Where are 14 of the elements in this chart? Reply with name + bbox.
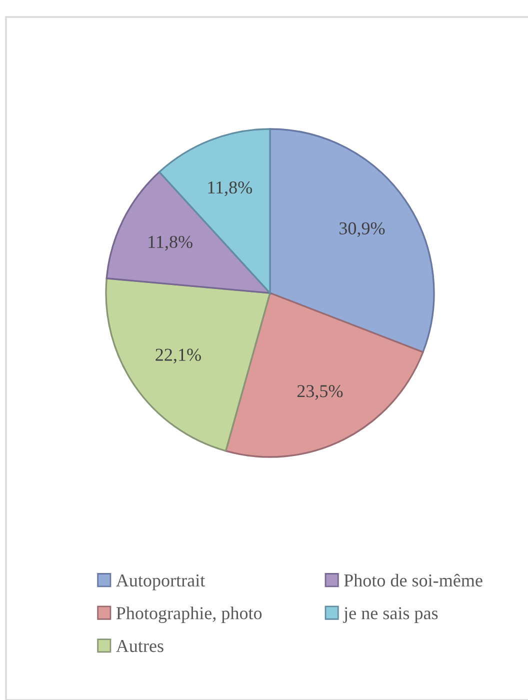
pie-slice: [224, 292, 424, 458]
legend-label: Autres: [116, 640, 164, 652]
legend-label: Autoportrait: [116, 574, 206, 590]
data-label: 23,5%: [297, 385, 343, 400]
data-label: 11,8%: [208, 181, 252, 196]
pie-slice: [105, 278, 271, 452]
pie-slice: [106, 171, 271, 294]
legend-label: Photo de soi-même: [344, 574, 482, 587]
data-label: 30,9%: [340, 222, 385, 238]
legend-label: je ne sais pas: [343, 607, 438, 623]
data-label: 11,8%: [148, 236, 192, 251]
pie-slice: [269, 128, 435, 353]
data-label: 22,1%: [156, 348, 201, 364]
legend-label: Photographie, photo: [116, 606, 262, 624]
